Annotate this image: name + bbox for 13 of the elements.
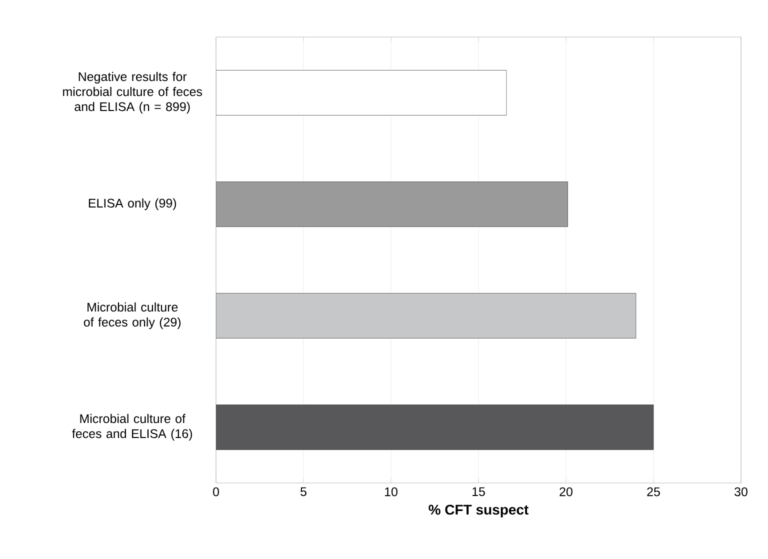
x-tick-label: 25 — [647, 487, 660, 496]
x-tick-label: 15 — [472, 487, 485, 496]
y-tick-label: Microbial culture of feces only (29) — [84, 302, 181, 330]
y-tick-label: Microbial culture of feces and ELISA (16) — [72, 414, 192, 441]
x-tick-label: 30 — [734, 487, 748, 496]
x-axis-title: % CFT suspect — [428, 504, 528, 518]
x-tick-label: 10 — [385, 487, 398, 496]
y-tick-label: ELISA only (99) — [88, 198, 176, 210]
x-tick-label: 5 — [300, 487, 306, 496]
bar — [216, 404, 654, 450]
x-tick-label: 20 — [560, 487, 572, 496]
y-tick-label: Negative results for microbial culture of feces and ELISA (n = 899) — [63, 72, 202, 114]
x-tick-label: 0 — [213, 487, 219, 496]
